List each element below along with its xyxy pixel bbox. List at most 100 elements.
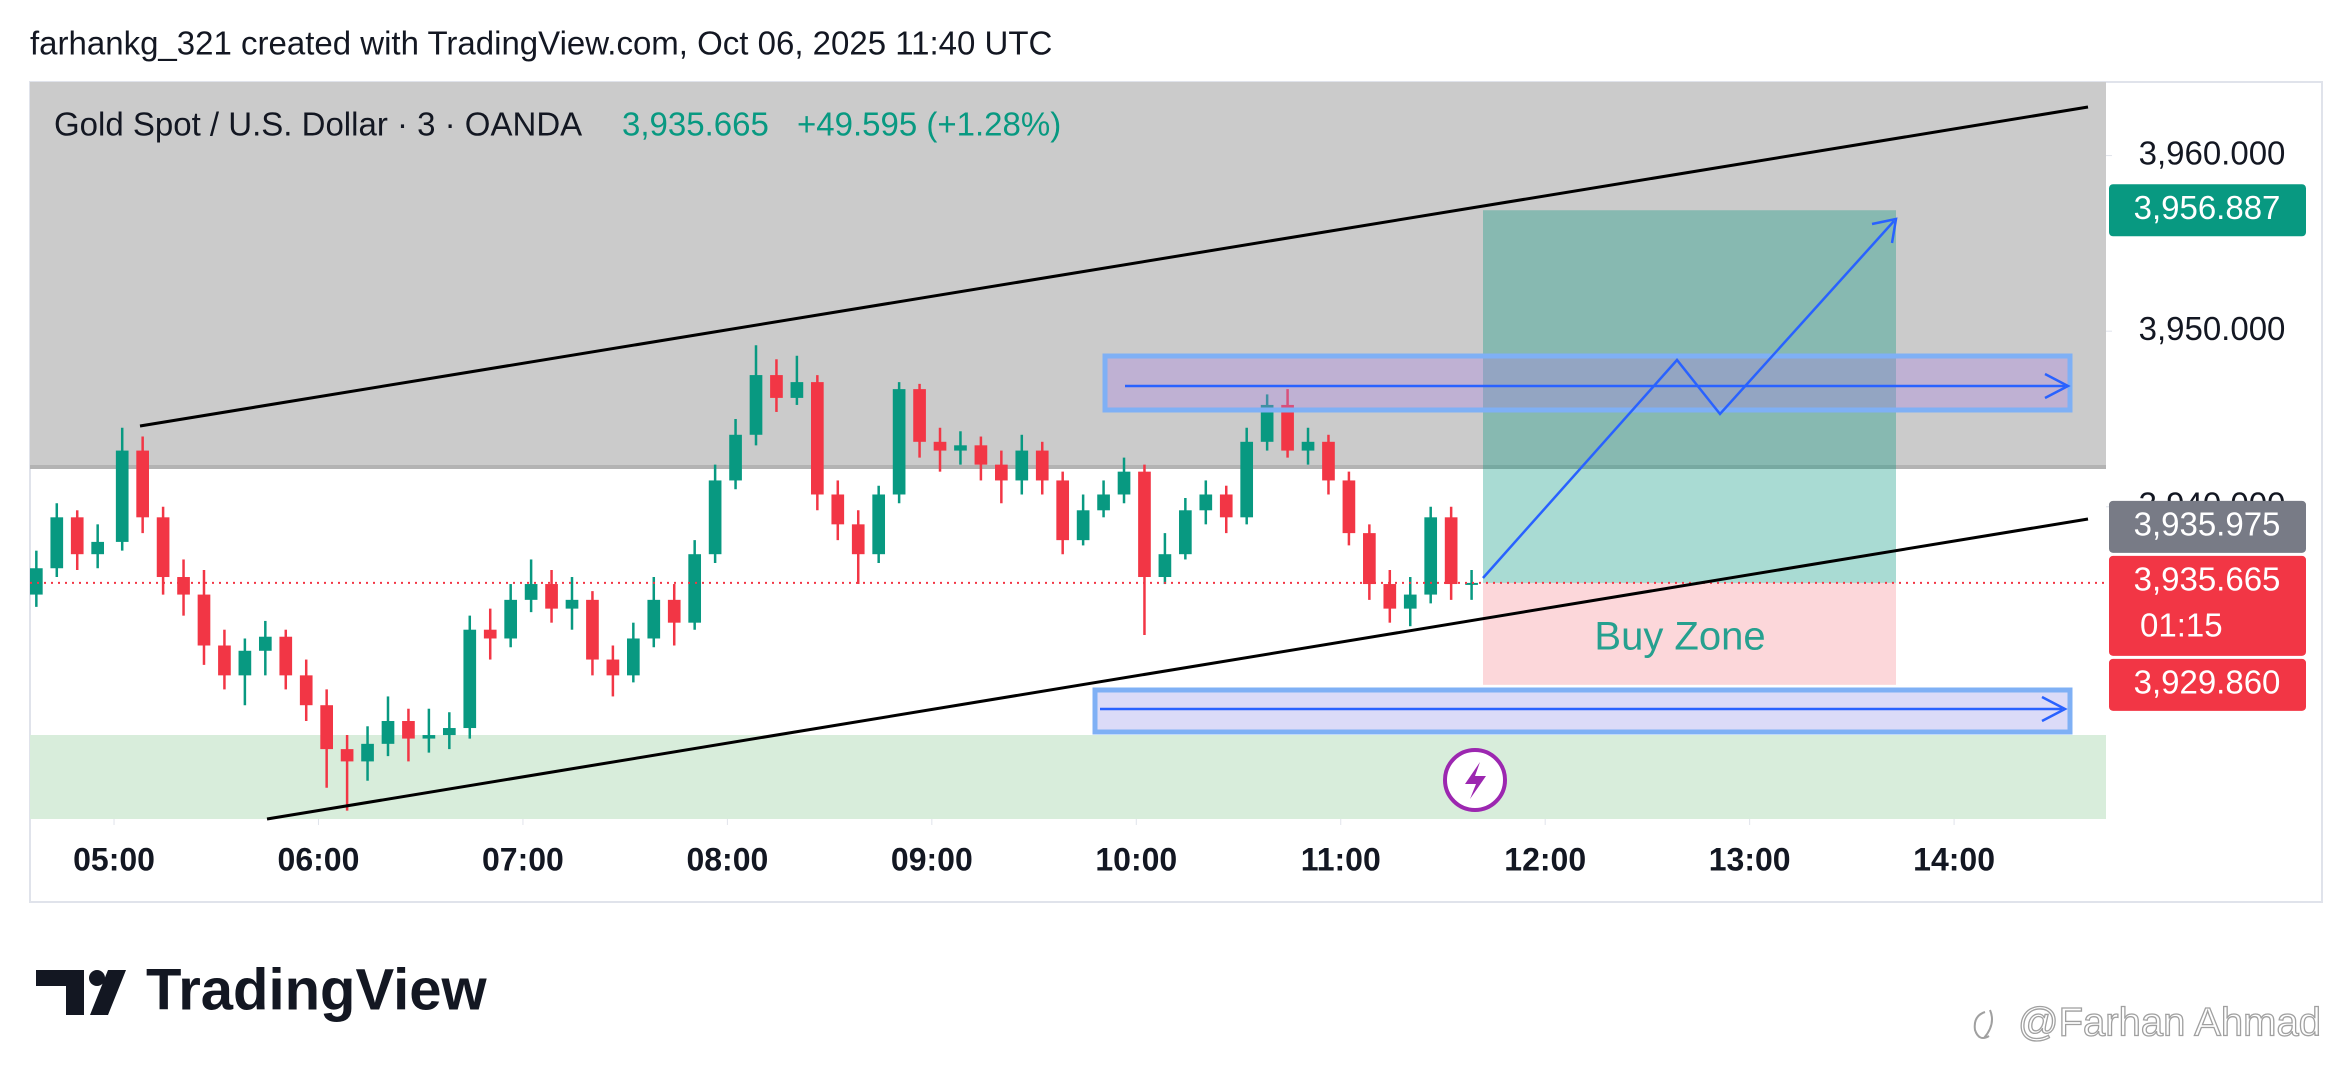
- target-zone: [1483, 210, 1896, 583]
- y-tick-label: 3,950.000: [2139, 310, 2286, 347]
- legend-symbol: Gold Spot / U.S. Dollar · 3 · OANDA: [54, 106, 582, 143]
- channel-lower: [266, 517, 2089, 821]
- price-label: 3,956.887: [2134, 189, 2281, 226]
- candle-body: [1199, 494, 1213, 511]
- price-label: 3,935.665: [2134, 561, 2281, 598]
- x-tick-label: 11:00: [1301, 841, 1381, 877]
- annotation: Buy Zone: [1594, 615, 1765, 659]
- position-tool: [30, 210, 2106, 685]
- candle-body: [340, 749, 354, 762]
- lightning: [1465, 762, 1486, 799]
- candle-body: [1076, 510, 1090, 541]
- candle-body: [770, 375, 783, 398]
- x-tick-label: 07:00: [482, 841, 564, 877]
- arrow-head: [2041, 695, 2068, 723]
- candle-body: [320, 705, 333, 750]
- logo-mark: [90, 970, 126, 1015]
- candle-body: [606, 659, 620, 676]
- candle-body: [1383, 584, 1397, 609]
- price-label-box: [2109, 658, 2306, 711]
- candle-body: [1179, 510, 1192, 555]
- arrow-head: [2044, 372, 2071, 400]
- candle-body: [688, 554, 702, 623]
- candle-body: [197, 594, 211, 646]
- candle-body: [483, 629, 497, 639]
- candle-body: [1424, 517, 1438, 595]
- candle-body: [933, 441, 947, 451]
- candle-body: [831, 494, 845, 525]
- candle-body: [1056, 480, 1070, 541]
- candle-body: [136, 450, 149, 518]
- candle-body: [218, 645, 231, 676]
- candle-body: [177, 577, 190, 595]
- candle-body: [1015, 450, 1029, 481]
- x-tick-label: 09:00: [891, 841, 973, 877]
- logo-mark: [89, 970, 105, 986]
- candle-body: [1240, 441, 1254, 518]
- candle-body: [667, 599, 681, 623]
- branding: TradingView: [146, 957, 487, 1022]
- x-tick-label: 13:00: [1709, 841, 1791, 877]
- projection-path: [1482, 220, 1895, 579]
- candle-body: [381, 721, 395, 744]
- price-label: 3,929.860: [2134, 664, 2281, 701]
- resistance-box: [1102, 353, 2073, 413]
- candle-body: [1158, 554, 1172, 578]
- tv-logo: [36, 970, 126, 1015]
- candle-body: [258, 636, 272, 651]
- candle-body: [299, 675, 313, 706]
- candle-body: [279, 636, 293, 676]
- candle-body: [708, 480, 722, 555]
- stop-zone: [1483, 582, 1896, 685]
- x-tick-label: 12:00: [1504, 841, 1586, 877]
- chart-caption: farhankg_321 created with TradingView.co…: [30, 25, 1052, 62]
- candle-body: [1260, 404, 1274, 442]
- candle-body: [156, 517, 170, 578]
- candle-body: [1342, 480, 1356, 534]
- candle-body: [872, 494, 886, 555]
- candle-body: [1444, 517, 1458, 585]
- candle-body: [545, 584, 558, 609]
- candle-body: [892, 389, 906, 495]
- candle-body: [974, 445, 988, 465]
- candle-body: [463, 629, 477, 729]
- logo-mark: [36, 970, 84, 1015]
- candle-body: [565, 599, 579, 609]
- candle-body: [504, 599, 518, 639]
- candle-body: [442, 728, 456, 736]
- support-box: [1092, 687, 2073, 735]
- candle-body: [361, 743, 374, 762]
- x-tick-label: 14:00: [1913, 841, 1995, 877]
- x-tick-label: 06:00: [278, 841, 360, 877]
- price-label-box: [2109, 555, 2306, 656]
- candle-body: [91, 541, 105, 555]
- candle-body: [1403, 594, 1417, 609]
- support-zone: [30, 735, 2106, 819]
- x-tick-label: 05:00: [73, 841, 155, 877]
- candle-body: [50, 517, 64, 569]
- candle-body: [115, 450, 129, 542]
- watermark-icon: [1973, 1009, 1993, 1039]
- candle-body: [1281, 404, 1294, 451]
- candle-body: [647, 599, 661, 639]
- candle-body: [749, 375, 763, 435]
- candle-body: [586, 599, 599, 660]
- candle-body: [851, 524, 865, 555]
- candle-body: [790, 382, 804, 398]
- candle-body: [729, 434, 742, 481]
- candle-body: [626, 638, 640, 676]
- legend-change: +49.595 (+1.28%): [797, 106, 1061, 143]
- candle-body: [402, 721, 415, 739]
- candle-body: [811, 382, 824, 495]
- candle-body: [995, 464, 1008, 481]
- x-tick-label: 08:00: [686, 841, 768, 877]
- candle-body: [70, 517, 84, 555]
- arrow-head: [1871, 217, 1898, 244]
- candle-body: [1219, 494, 1233, 518]
- candle-body: [422, 735, 436, 739]
- candle-body: [1363, 533, 1376, 585]
- channel-upper: [139, 105, 2089, 428]
- candle-body: [1465, 582, 1478, 585]
- y-tick-label: 3,960.000: [2139, 134, 2286, 171]
